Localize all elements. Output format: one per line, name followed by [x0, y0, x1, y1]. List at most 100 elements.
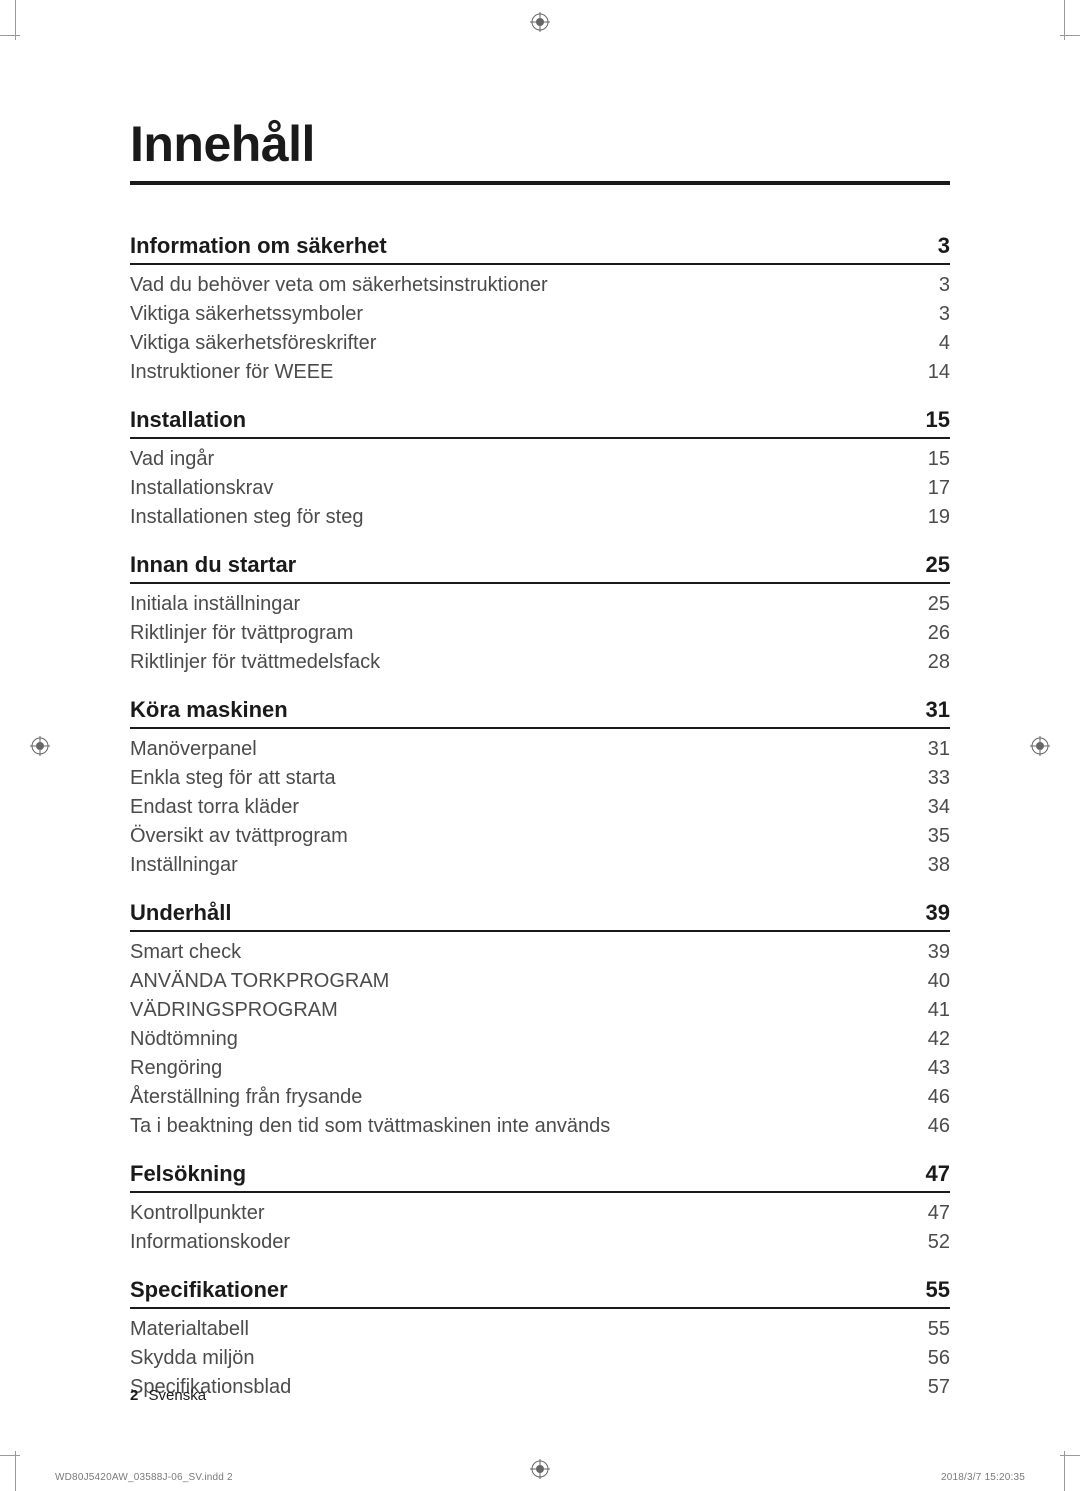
registration-mark-icon: [1030, 736, 1050, 756]
toc-section-page: 47: [926, 1161, 950, 1187]
footer-page-number: 2 Svenska: [130, 1387, 206, 1404]
toc-item-label: Återställning från frysande: [130, 1083, 362, 1112]
toc-section-items: Smart check 39 ANVÄNDA TORKPROGRAM 40VÄDRIN…: [130, 932, 950, 1145]
toc-item: Ta i beaktning den tid som tvättmaskinen…: [130, 1112, 950, 1141]
toc-item-page: 34: [928, 793, 950, 822]
toc-section-items: Kontrollpunkter47Informationskoder52: [130, 1193, 950, 1261]
toc-item: Instruktioner för WEEE 14: [130, 358, 950, 387]
toc-section-items: Manöverpanel31Enkla steg för att starta 3…: [130, 729, 950, 884]
toc-item-page: 55: [928, 1315, 950, 1344]
toc-item-page: 15: [928, 445, 950, 474]
toc-section-label: Underhåll: [130, 900, 231, 926]
toc-item-label: ANVÄNDA TORKPROGRAM: [130, 967, 389, 996]
toc-item-label: Installationen steg för steg: [130, 503, 363, 532]
toc-item: Skydda miljön56: [130, 1344, 950, 1373]
toc-item-page: 19: [928, 503, 950, 532]
page-number: 2: [130, 1387, 138, 1404]
toc-item-page: 35: [928, 822, 950, 851]
print-footer-right: 2018/3/7 15:20:35: [941, 1472, 1025, 1483]
page-title: Innehåll: [130, 115, 950, 173]
toc-item-label: Installationskrav: [130, 474, 273, 503]
toc-item: Installationskrav17: [130, 474, 950, 503]
toc-item-page: 33: [928, 764, 950, 793]
toc-section-heading: Felsökning47: [130, 1161, 950, 1193]
toc-item-label: Rengöring: [130, 1054, 222, 1083]
toc-item: Enkla steg för att starta 33: [130, 764, 950, 793]
toc-item: Kontrollpunkter47: [130, 1199, 950, 1228]
toc-section-items: Materialtabell55Skydda miljön56Specifika…: [130, 1309, 950, 1406]
toc-section-heading: Specifikationer 55: [130, 1277, 950, 1309]
registration-mark-icon: [30, 736, 50, 756]
toc-item-page: 25: [928, 590, 950, 619]
crop-mark: [1060, 1455, 1080, 1456]
page-content: Innehåll Information om säkerhet 3 Vad du …: [55, 55, 1025, 1436]
toc-item-page: 46: [928, 1083, 950, 1112]
toc-item: Materialtabell 55: [130, 1315, 950, 1344]
toc-item: Nödtömning42: [130, 1025, 950, 1054]
toc-item-label: Endast torra kläder: [130, 793, 299, 822]
toc-section-label: Köra maskinen: [130, 697, 288, 723]
toc-section-items: Vad ingår 15Installationskrav17Installati…: [130, 439, 950, 536]
toc-section-label: Information om säkerhet: [130, 233, 387, 259]
toc-section-page: 39: [926, 900, 950, 926]
toc-item-label: Kontrollpunkter: [130, 1199, 265, 1228]
toc-item-label: Riktlinjer för tvättprogram: [130, 619, 353, 648]
toc-section-label: Specifikationer: [130, 1277, 288, 1303]
toc-item: VÄDRINGSPROGRAM41: [130, 996, 950, 1025]
toc-item-page: 26: [928, 619, 950, 648]
toc-section-heading: Information om säkerhet 3: [130, 233, 950, 265]
toc-item-label: Enkla steg för att starta: [130, 764, 336, 793]
toc-item-label: Ta i beaktning den tid som tvättmaskinen…: [130, 1112, 610, 1141]
toc-item-page: 41: [928, 996, 950, 1025]
toc-item: Viktiga säkerhetsföreskrifter 4: [130, 329, 950, 358]
toc-item: Viktiga säkerhetssymboler3: [130, 300, 950, 329]
toc-item-label: Riktlinjer för tvättmedelsfack: [130, 648, 380, 677]
title-rule: [130, 181, 950, 185]
registration-mark-icon: [530, 12, 550, 32]
toc-item-label: Viktiga säkerhetsföreskrifter: [130, 329, 376, 358]
toc-item-page: 52: [928, 1228, 950, 1257]
toc-section-page: 55: [926, 1277, 950, 1303]
toc-item-page: 38: [928, 851, 950, 880]
toc-item-page: 14: [928, 358, 950, 387]
crop-mark: [15, 1451, 16, 1491]
toc-section-label: Innan du startar: [130, 552, 296, 578]
toc-item-label: Manöverpanel: [130, 735, 257, 764]
toc-section-page: 31: [926, 697, 950, 723]
toc-section-page: 25: [926, 552, 950, 578]
toc-section-heading: Installation 15: [130, 407, 950, 439]
toc-item: Riktlinjer för tvättmedelsfack28: [130, 648, 950, 677]
toc-item: Manöverpanel31: [130, 735, 950, 764]
toc-item-label: Initiala inställningar: [130, 590, 300, 619]
crop-mark: [0, 1455, 20, 1456]
toc-item-page: 4: [939, 329, 950, 358]
toc-item-page: 40: [928, 967, 950, 996]
toc-item: Riktlinjer för tvättprogram 26: [130, 619, 950, 648]
toc-item-page: 39: [928, 938, 950, 967]
toc-section-label: Installation: [130, 407, 246, 433]
toc-section-items: Initiala inställningar25Riktlinjer för t…: [130, 584, 950, 681]
toc-section-heading: Köra maskinen 31: [130, 697, 950, 729]
toc-item-page: 46: [928, 1112, 950, 1141]
toc-item: Informationskoder52: [130, 1228, 950, 1257]
toc-item: Endast torra kläder 34: [130, 793, 950, 822]
toc-item-label: Vad du behöver veta om säkerhetsinstrukt…: [130, 271, 548, 300]
toc-item-label: Vad ingår: [130, 445, 214, 474]
toc-item: Återställning från frysande 46: [130, 1083, 950, 1112]
toc-item: Smart check 39: [130, 938, 950, 967]
toc-item-label: Smart check: [130, 938, 241, 967]
crop-mark: [1064, 0, 1065, 40]
toc-section-page: 15: [926, 407, 950, 433]
toc-item: Rengöring43: [130, 1054, 950, 1083]
toc-item-label: Materialtabell: [130, 1315, 249, 1344]
toc-item-label: Nödtömning: [130, 1025, 238, 1054]
toc-item: Installationen steg för steg 19: [130, 503, 950, 532]
crop-mark: [0, 35, 20, 36]
toc-section-page: 3: [938, 233, 950, 259]
toc-item-page: 56: [928, 1344, 950, 1373]
toc-item: Inställningar38: [130, 851, 950, 880]
table-of-contents: Information om säkerhet 3 Vad du behöver v…: [130, 233, 950, 1406]
toc-item: ANVÄNDA TORKPROGRAM 40: [130, 967, 950, 996]
toc-item-label: Instruktioner för WEEE: [130, 358, 333, 387]
toc-section-items: Vad du behöver veta om säkerhetsinstrukt…: [130, 265, 950, 391]
